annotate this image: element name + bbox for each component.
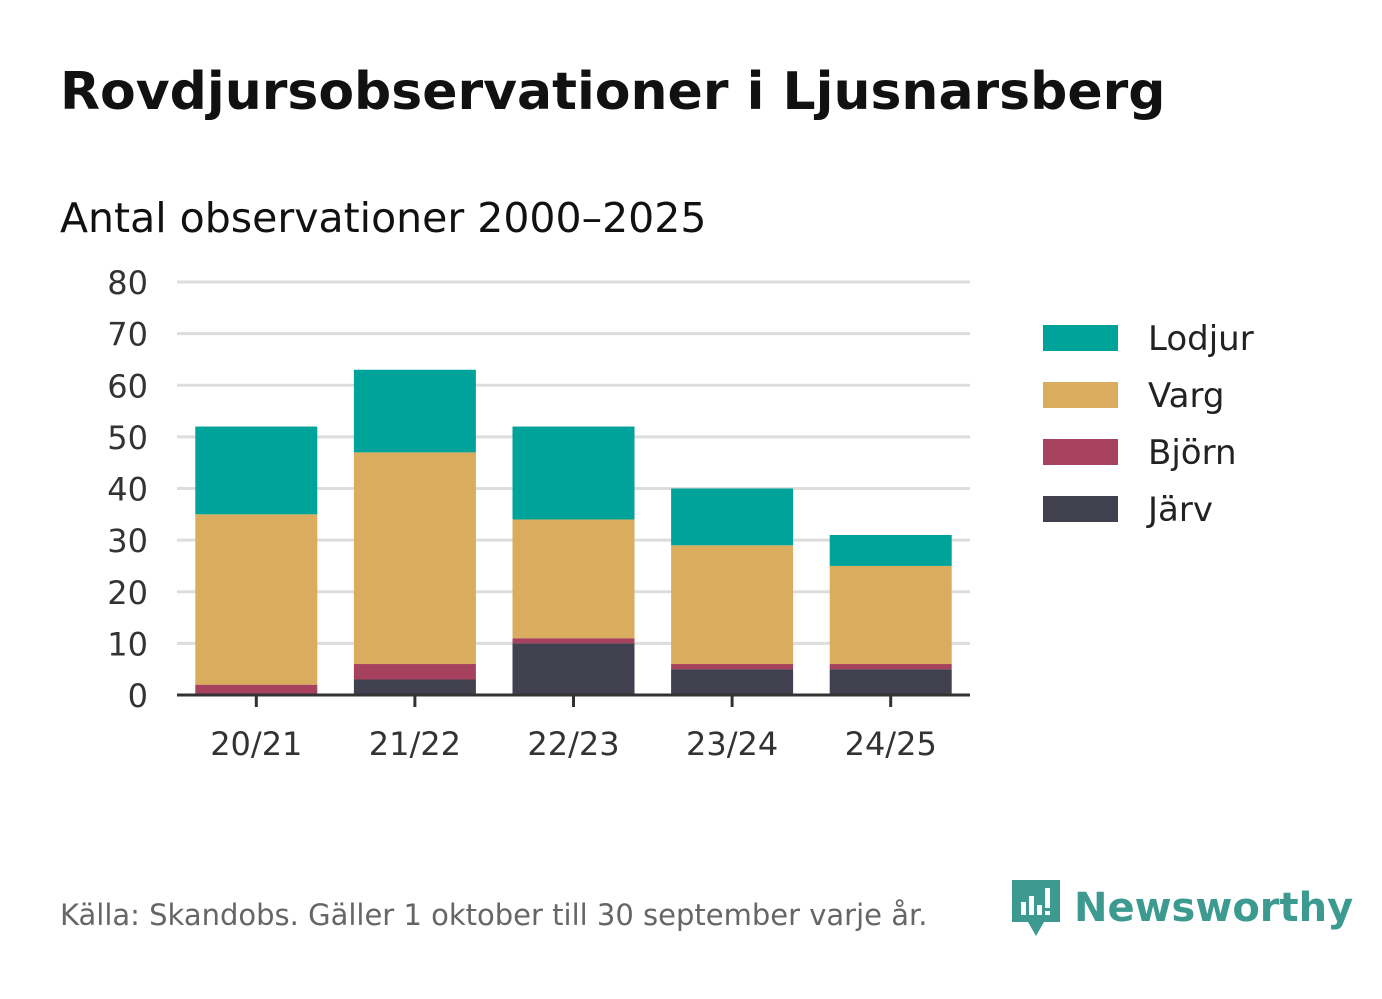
bar-järv-24/25[interactable] <box>829 669 952 695</box>
y-tick-label: 70 <box>107 316 148 354</box>
bar-lodjur-20/21[interactable] <box>195 426 318 515</box>
y-tick-label: 10 <box>107 625 148 663</box>
y-tick-label: 40 <box>107 471 148 509</box>
newsworthy-brand[interactable]: Newsworthy <box>1010 878 1353 938</box>
newsworthy-logo-icon <box>1012 880 1060 936</box>
bar-järv-22/23[interactable] <box>512 643 635 695</box>
x-tick-label: 22/23 <box>527 725 619 763</box>
bar-lodjur-23/24[interactable] <box>671 488 794 546</box>
x-axis-ticks: 20/21 21/22 22/23 23/24 24/25 <box>210 695 937 763</box>
chart-subtitle: Antal observationer 2000–2025 <box>60 194 707 242</box>
legend-swatch-lodjur <box>1043 325 1118 351</box>
x-tick-label: 20/21 <box>210 725 302 763</box>
bar-varg-23/24[interactable] <box>671 545 794 665</box>
bar-varg-21/22[interactable] <box>353 452 476 665</box>
y-tick-label: 60 <box>107 367 148 405</box>
x-tick-label: 24/25 <box>845 725 937 763</box>
source-note: Källa: Skandobs. Gäller 1 oktober till 3… <box>60 898 928 932</box>
bars <box>195 369 952 695</box>
bar-björn-23/24[interactable] <box>671 664 794 670</box>
bar-varg-22/23[interactable] <box>512 519 635 639</box>
bar-björn-20/21[interactable] <box>195 684 318 695</box>
y-tick-label: 30 <box>107 522 148 560</box>
legend-label-björn: Björn <box>1148 433 1237 473</box>
legend-swatch-björn <box>1043 439 1118 465</box>
bar-varg-24/25[interactable] <box>829 565 952 665</box>
brand-name: Newsworthy <box>1074 885 1354 931</box>
y-tick-label: 80 <box>107 264 148 302</box>
bar-lodjur-22/23[interactable] <box>512 426 635 520</box>
bar-björn-22/23[interactable] <box>512 638 635 644</box>
legend-label-lodjur: Lodjur <box>1148 319 1254 359</box>
bar-järv-23/24[interactable] <box>671 669 794 695</box>
x-tick-label: 21/22 <box>369 725 461 763</box>
legend-swatch-varg <box>1043 382 1118 408</box>
bar-lodjur-24/25[interactable] <box>829 534 952 566</box>
legend-label-varg: Varg <box>1148 376 1224 416</box>
bar-björn-24/25[interactable] <box>829 664 952 670</box>
y-tick-label: 0 <box>128 677 148 715</box>
bar-björn-21/22[interactable] <box>353 664 476 680</box>
bar-lodjur-21/22[interactable] <box>353 369 476 453</box>
y-axis-ticks: 0 10 20 30 40 50 60 70 80 <box>107 264 148 715</box>
legend-swatch-järv <box>1043 496 1118 522</box>
x-tick-label: 23/24 <box>686 725 778 763</box>
bar-varg-20/21[interactable] <box>195 514 318 685</box>
bar-järv-21/22[interactable] <box>353 679 476 695</box>
chart-title: Rovdjursobservationer i Ljusnarsberg <box>60 62 1166 122</box>
legend-label-järv: Järv <box>1146 490 1213 530</box>
y-tick-label: 20 <box>107 574 148 612</box>
y-tick-label: 50 <box>107 419 148 457</box>
legend: Lodjur Varg Björn Järv <box>1043 319 1254 530</box>
